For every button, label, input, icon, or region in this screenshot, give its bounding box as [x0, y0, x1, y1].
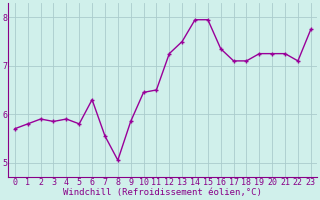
X-axis label: Windchill (Refroidissement éolien,°C): Windchill (Refroidissement éolien,°C) [63, 188, 262, 197]
